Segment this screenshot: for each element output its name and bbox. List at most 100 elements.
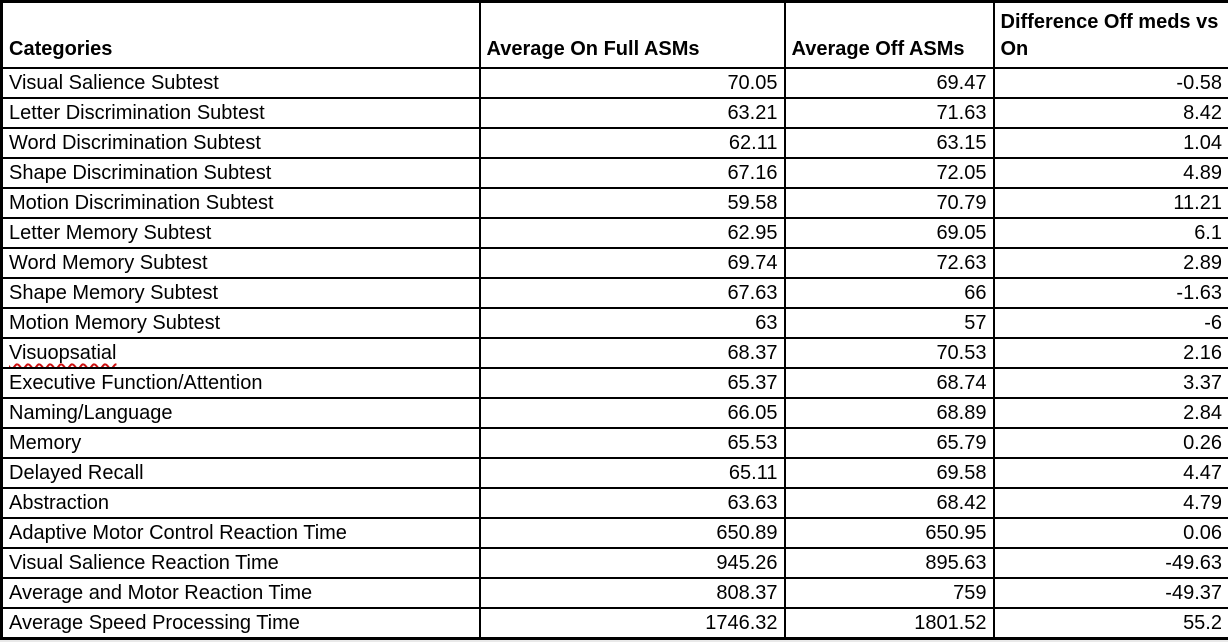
table-row: Average and Motor Reaction Time 808.37 7… bbox=[0, 577, 1228, 609]
cell-difference[interactable]: -49.63 bbox=[992, 547, 1228, 579]
table-row: Executive Function/Attention 65.37 68.74… bbox=[0, 367, 1228, 399]
cell-category[interactable]: Naming/Language bbox=[0, 397, 481, 429]
cell-average-on-asms[interactable]: 63.63 bbox=[478, 487, 786, 519]
cell-difference[interactable]: -49.37 bbox=[992, 577, 1228, 609]
cell-category[interactable]: Motion Discrimination Subtest bbox=[0, 187, 481, 219]
cell-average-on-asms[interactable]: 67.16 bbox=[478, 157, 786, 189]
cell-category[interactable]: Visuopsatial bbox=[0, 337, 481, 369]
cell-category[interactable]: Visual Salience Subtest bbox=[0, 67, 481, 99]
cell-difference[interactable]: -1.63 bbox=[992, 277, 1228, 309]
cell-average-on-asms[interactable]: 65.11 bbox=[478, 457, 786, 489]
table-row: Delayed Recall 65.11 69.58 4.47 bbox=[0, 457, 1228, 489]
cell-average-off-asms[interactable]: 69.05 bbox=[783, 217, 995, 249]
cell-average-on-asms[interactable]: 650.89 bbox=[478, 517, 786, 549]
cell-average-off-asms[interactable]: 57 bbox=[783, 307, 995, 339]
cell-category[interactable]: Letter Memory Subtest bbox=[0, 217, 481, 249]
cell-difference[interactable]: 2.16 bbox=[992, 337, 1228, 369]
cell-difference[interactable]: 11.21 bbox=[992, 187, 1228, 219]
cell-difference[interactable]: 1.04 bbox=[992, 127, 1228, 159]
cell-category[interactable]: Word Discrimination Subtest bbox=[0, 127, 481, 159]
cell-average-on-asms[interactable]: 69.74 bbox=[478, 247, 786, 279]
table-row: Memory 65.53 65.79 0.26 bbox=[0, 427, 1228, 459]
header-avg-off-asms[interactable]: Average Off ASMs bbox=[783, 0, 995, 69]
table-row: Visual Salience Subtest 70.05 69.47 -0.5… bbox=[0, 67, 1228, 99]
header-row: Categories Average On Full ASMs Average … bbox=[0, 0, 1228, 69]
cell-category[interactable]: Average and Motor Reaction Time bbox=[0, 577, 481, 609]
cell-difference[interactable]: 55.2 bbox=[992, 607, 1228, 640]
cell-average-off-asms[interactable]: 69.58 bbox=[783, 457, 995, 489]
table-row: Motion Discrimination Subtest 59.58 70.7… bbox=[0, 187, 1228, 219]
cell-category[interactable]: Executive Function/Attention bbox=[0, 367, 481, 399]
cell-average-off-asms[interactable]: 63.15 bbox=[783, 127, 995, 159]
table-row: Abstraction 63.63 68.42 4.79 bbox=[0, 487, 1228, 519]
table-row: Naming/Language 66.05 68.89 2.84 bbox=[0, 397, 1228, 429]
cell-average-off-asms[interactable]: 759 bbox=[783, 577, 995, 609]
cell-average-off-asms[interactable]: 69.47 bbox=[783, 67, 995, 99]
table-row: Shape Memory Subtest 67.63 66 -1.63 bbox=[0, 277, 1228, 309]
cell-category[interactable]: Visual Salience Reaction Time bbox=[0, 547, 481, 579]
table-header: Categories Average On Full ASMs Average … bbox=[0, 0, 1228, 69]
cell-average-on-asms[interactable]: 67.63 bbox=[478, 277, 786, 309]
table-row: Letter Discrimination Subtest 63.21 71.6… bbox=[0, 97, 1228, 129]
cell-difference[interactable]: 4.47 bbox=[992, 457, 1228, 489]
cell-average-on-asms[interactable]: 70.05 bbox=[478, 67, 786, 99]
cell-average-off-asms[interactable]: 650.95 bbox=[783, 517, 995, 549]
cell-difference[interactable]: -0.58 bbox=[992, 67, 1228, 99]
cell-average-off-asms[interactable]: 72.63 bbox=[783, 247, 995, 279]
cell-category[interactable]: Delayed Recall bbox=[0, 457, 481, 489]
table-body: Visual Salience Subtest 70.05 69.47 -0.5… bbox=[0, 67, 1228, 640]
cell-average-off-asms[interactable]: 65.79 bbox=[783, 427, 995, 459]
cell-category[interactable]: Adaptive Motor Control Reaction Time bbox=[0, 517, 481, 549]
table-row: Motion Memory Subtest 63 57 -6 bbox=[0, 307, 1228, 339]
cell-average-off-asms[interactable]: 68.89 bbox=[783, 397, 995, 429]
cell-average-off-asms[interactable]: 72.05 bbox=[783, 157, 995, 189]
cell-category[interactable]: Average Speed Processing Time bbox=[0, 607, 481, 640]
cell-category[interactable]: Abstraction bbox=[0, 487, 481, 519]
cell-average-off-asms[interactable]: 895.63 bbox=[783, 547, 995, 579]
cell-average-off-asms[interactable]: 68.74 bbox=[783, 367, 995, 399]
cell-average-on-asms[interactable]: 59.58 bbox=[478, 187, 786, 219]
cell-average-on-asms[interactable]: 63.21 bbox=[478, 97, 786, 129]
table-row: Word Memory Subtest 69.74 72.63 2.89 bbox=[0, 247, 1228, 279]
cell-average-off-asms[interactable]: 70.79 bbox=[783, 187, 995, 219]
cell-difference[interactable]: 6.1 bbox=[992, 217, 1228, 249]
header-avg-on-asms[interactable]: Average On Full ASMs bbox=[478, 0, 786, 69]
table-row: Letter Memory Subtest 62.95 69.05 6.1 bbox=[0, 217, 1228, 249]
cell-category[interactable]: Word Memory Subtest bbox=[0, 247, 481, 279]
cell-average-on-asms[interactable]: 65.37 bbox=[478, 367, 786, 399]
cell-average-on-asms[interactable]: 62.95 bbox=[478, 217, 786, 249]
cell-average-on-asms[interactable]: 68.37 bbox=[478, 337, 786, 369]
cell-difference[interactable]: 2.84 bbox=[992, 397, 1228, 429]
cell-average-off-asms[interactable]: 70.53 bbox=[783, 337, 995, 369]
cell-average-on-asms[interactable]: 62.11 bbox=[478, 127, 786, 159]
cell-difference[interactable]: 4.79 bbox=[992, 487, 1228, 519]
cell-category[interactable]: Memory bbox=[0, 427, 481, 459]
cell-average-on-asms[interactable]: 945.26 bbox=[478, 547, 786, 579]
cell-category[interactable]: Motion Memory Subtest bbox=[0, 307, 481, 339]
header-difference[interactable]: Difference Off meds vs On bbox=[992, 0, 1228, 69]
cell-average-on-asms[interactable]: 1746.32 bbox=[478, 607, 786, 640]
cell-average-off-asms[interactable]: 66 bbox=[783, 277, 995, 309]
cell-average-off-asms[interactable]: 1801.52 bbox=[783, 607, 995, 640]
cell-difference[interactable]: 2.89 bbox=[992, 247, 1228, 279]
cell-difference[interactable]: 3.37 bbox=[992, 367, 1228, 399]
cell-difference[interactable]: 0.26 bbox=[992, 427, 1228, 459]
table-row: Visual Salience Reaction Time 945.26 895… bbox=[0, 547, 1228, 579]
header-categories[interactable]: Categories bbox=[0, 0, 481, 69]
table-row: Shape Discrimination Subtest 67.16 72.05… bbox=[0, 157, 1228, 189]
cell-category[interactable]: Letter Discrimination Subtest bbox=[0, 97, 481, 129]
cell-difference[interactable]: 0.06 bbox=[992, 517, 1228, 549]
cell-average-off-asms[interactable]: 68.42 bbox=[783, 487, 995, 519]
cell-category[interactable]: Shape Memory Subtest bbox=[0, 277, 481, 309]
cell-average-off-asms[interactable]: 71.63 bbox=[783, 97, 995, 129]
cell-difference[interactable]: 8.42 bbox=[992, 97, 1228, 129]
cell-average-on-asms[interactable]: 808.37 bbox=[478, 577, 786, 609]
cell-difference[interactable]: -6 bbox=[992, 307, 1228, 339]
table-row: Visuopsatial 68.37 70.53 2.16 bbox=[0, 337, 1228, 369]
cell-average-on-asms[interactable]: 66.05 bbox=[478, 397, 786, 429]
cell-average-on-asms[interactable]: 63 bbox=[478, 307, 786, 339]
cell-average-on-asms[interactable]: 65.53 bbox=[478, 427, 786, 459]
cell-difference[interactable]: 4.89 bbox=[992, 157, 1228, 189]
cell-category[interactable]: Shape Discrimination Subtest bbox=[0, 157, 481, 189]
